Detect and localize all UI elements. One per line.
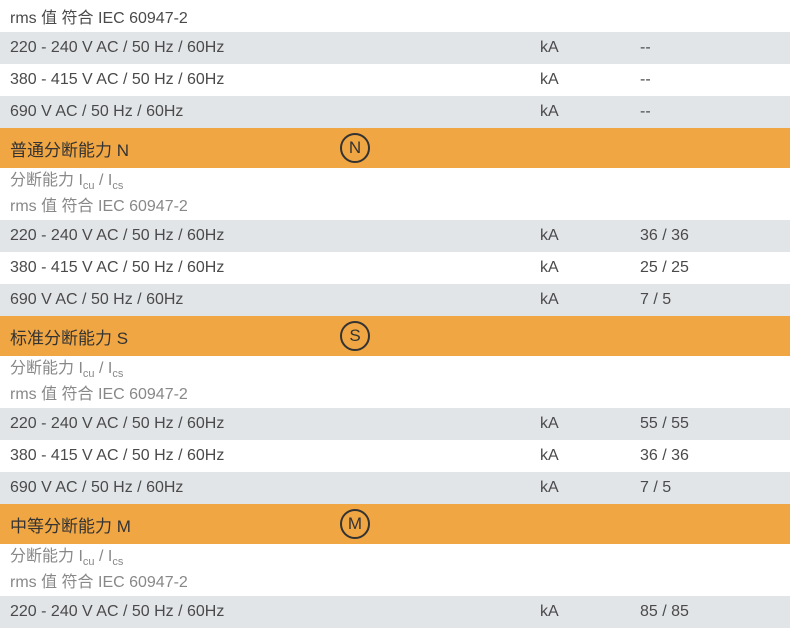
section-title: 普通分断能力 N xyxy=(10,136,340,161)
voltage-label: 690 V AC / 50 Hz / 60Hz xyxy=(10,291,540,309)
rms-label: rms 值 符合 IEC 60947-2 xyxy=(10,195,188,219)
table-row: 220 - 240 V AC / 50 Hz / 60Hz kA 55 / 55 xyxy=(0,408,790,440)
subheader-row: 分断能力 Icu / Ics rms 值 符合 IEC 60947-2 xyxy=(0,356,790,408)
value-label: -- xyxy=(640,103,780,121)
s-icon: S xyxy=(340,321,370,351)
value-label: 55 / 55 xyxy=(640,415,780,433)
rms-label: rms 值 符合 IEC 60947-2 xyxy=(10,571,188,595)
subheader-row: 分断能力 Icu / Ics rms 值 符合 IEC 60947-2 xyxy=(0,168,790,220)
value-label: 25 / 25 xyxy=(640,259,780,277)
value-label: 7 / 5 xyxy=(640,479,780,497)
section-header-s: 标准分断能力 S S xyxy=(0,316,790,356)
unit-label: kA xyxy=(540,39,640,57)
section-title: 中等分断能力 M xyxy=(10,512,340,537)
table-row: 380 - 415 V AC / 50 Hz / 60Hz kA -- xyxy=(0,64,790,96)
voltage-label: 380 - 415 V AC / 50 Hz / 60Hz xyxy=(10,259,540,277)
voltage-label: 690 V AC / 50 Hz / 60Hz xyxy=(10,479,540,497)
unit-label: kA xyxy=(540,259,640,277)
section-header-n: 普通分断能力 N N xyxy=(0,128,790,168)
table-row: 380 - 415 V AC / 50 Hz / 60Hz kA 36 / 36 xyxy=(0,440,790,472)
table-row: 220 - 240 V AC / 50 Hz / 60Hz kA -- xyxy=(0,32,790,64)
value-label: 85 / 85 xyxy=(640,603,780,621)
value-label: -- xyxy=(640,39,780,57)
unit-label: kA xyxy=(540,479,640,497)
section-header-m: 中等分断能力 M M xyxy=(0,504,790,544)
rms-label: rms 值 符合 IEC 60947-2 xyxy=(10,4,540,28)
unit-label: kA xyxy=(540,291,640,309)
subheader-row: 分断能力 Icu / Ics rms 值 符合 IEC 60947-2 xyxy=(0,544,790,596)
voltage-label: 220 - 240 V AC / 50 Hz / 60Hz xyxy=(10,603,540,621)
voltage-label: 220 - 240 V AC / 50 Hz / 60Hz xyxy=(10,227,540,245)
n-icon: N xyxy=(340,133,370,163)
rms-label: rms 值 符合 IEC 60947-2 xyxy=(10,383,188,407)
voltage-label: 220 - 240 V AC / 50 Hz / 60Hz xyxy=(10,415,540,433)
unit-label: kA xyxy=(540,227,640,245)
capacity-label: 分断能力 Icu / Ics xyxy=(10,357,123,383)
voltage-label: 690 V AC / 50 Hz / 60Hz xyxy=(10,103,540,121)
unit-label: kA xyxy=(540,103,640,121)
m-icon: M xyxy=(340,509,370,539)
spec-table: rms 值 符合 IEC 60947-2 220 - 240 V AC / 50… xyxy=(0,0,790,628)
table-row: 220 - 240 V AC / 50 Hz / 60Hz kA 36 / 36 xyxy=(0,220,790,252)
unit-label: kA xyxy=(540,415,640,433)
table-row: 690 V AC / 50 Hz / 60Hz kA 7 / 5 xyxy=(0,472,790,504)
unit-label: kA xyxy=(540,603,640,621)
capacity-label: 分断能力 Icu / Ics xyxy=(10,169,123,195)
voltage-label: 380 - 415 V AC / 50 Hz / 60Hz xyxy=(10,71,540,89)
value-label: 7 / 5 xyxy=(640,291,780,309)
value-label: -- xyxy=(640,71,780,89)
capacity-label: 分断能力 Icu / Ics xyxy=(10,545,123,571)
table-row: 690 V AC / 50 Hz / 60Hz kA 7 / 5 xyxy=(0,284,790,316)
section-title: 标准分断能力 S xyxy=(10,324,340,349)
voltage-label: 380 - 415 V AC / 50 Hz / 60Hz xyxy=(10,447,540,465)
voltage-label: 220 - 240 V AC / 50 Hz / 60Hz xyxy=(10,39,540,57)
unit-label: kA xyxy=(540,71,640,89)
table-row: 380 - 415 V AC / 50 Hz / 60Hz kA 25 / 25 xyxy=(0,252,790,284)
table-row: 220 - 240 V AC / 50 Hz / 60Hz kA 85 / 85 xyxy=(0,596,790,628)
value-label: 36 / 36 xyxy=(640,227,780,245)
value-label: 36 / 36 xyxy=(640,447,780,465)
top-rms-row: rms 值 符合 IEC 60947-2 xyxy=(0,0,790,32)
table-row: 690 V AC / 50 Hz / 60Hz kA -- xyxy=(0,96,790,128)
unit-label: kA xyxy=(540,447,640,465)
